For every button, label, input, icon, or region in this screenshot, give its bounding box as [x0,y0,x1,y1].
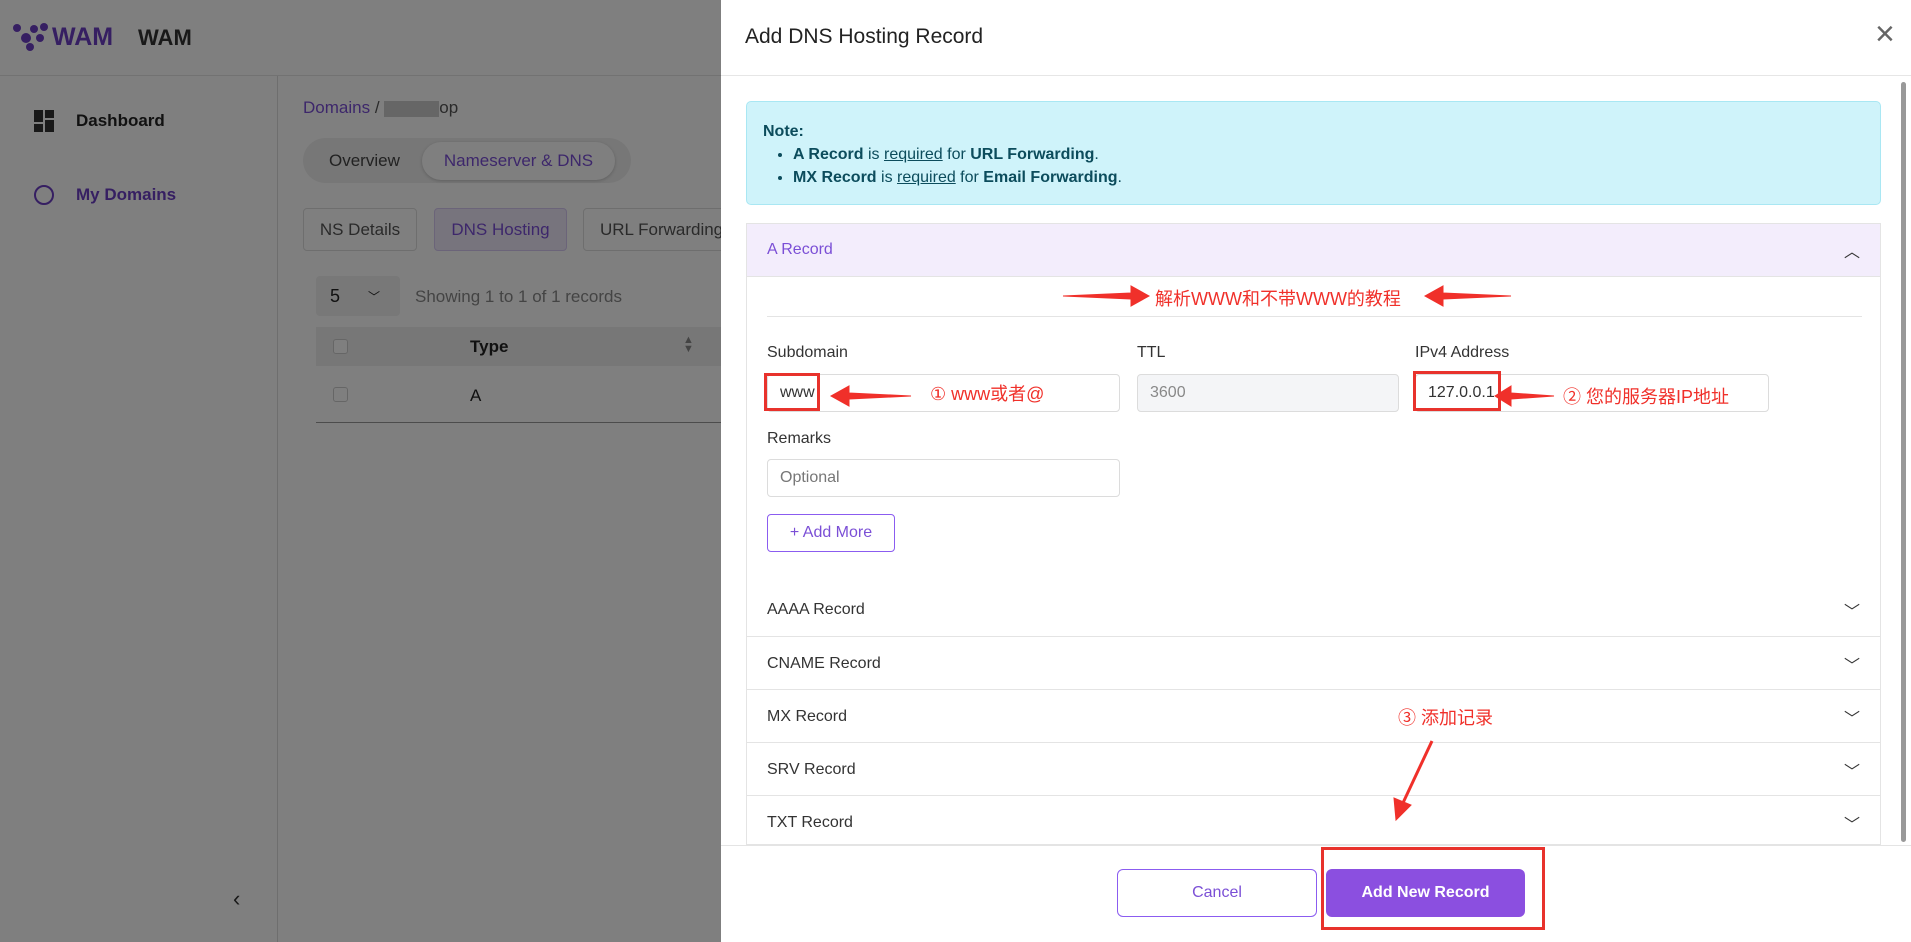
add-dns-record-modal: Add DNS Hosting Record × Note: A Record … [721,0,1911,942]
ipv4-input[interactable]: 127.0.0.1 [1415,374,1769,412]
ttl-label: TTL [1137,344,1166,361]
annotation-box-ipv4 [1413,371,1501,411]
subdomain-label: Subdomain [767,344,848,361]
modal-backdrop[interactable] [0,0,721,942]
section-title: MX Record [767,707,848,725]
section-title: CNAME Record [767,654,881,672]
ttl-input[interactable]: 3600 [1137,374,1399,412]
chevron-down-icon: ﹀ [1843,816,1860,834]
remarks-input[interactable]: Optional [767,459,1120,497]
a-record-section: A Record ︿ Subdomain TTL IPv4 Address www… [746,223,1881,584]
srv-record-section[interactable]: SRV Record ﹀ [746,742,1881,797]
note-title: Note: [763,123,804,140]
aaaa-record-section[interactable]: AAAA Record ﹀ [746,583,1881,637]
cancel-button[interactable]: Cancel [1117,869,1317,917]
ipv4-label: IPv4 Address [1415,344,1510,361]
ipv4-value: 127.0.0.1 [1428,384,1495,401]
close-icon[interactable]: × [1875,15,1895,53]
note-item: A Record is required for URL Forwarding. [793,143,1864,166]
modal-header [721,0,1911,76]
annotation-box-submit [1321,847,1545,930]
chevron-down-icon: ﹀ [1843,763,1860,781]
chevron-up-icon: ︿ [1843,244,1860,261]
annotation-step1: ① www或者@ [930,384,1045,404]
annotation-step3: ③ 添加记录 [1398,708,1494,728]
annotation-heading: 解析WWW和不带WWW的教程 [1155,289,1401,309]
note-item: MX Record is required for Email Forwardi… [793,166,1864,189]
arrow-right-icon [1062,285,1151,307]
arrow-left-icon [1494,385,1555,407]
arrow-down-icon [1400,740,1434,806]
add-more-button[interactable]: + Add More [767,514,895,552]
chevron-down-icon: ﹀ [1843,710,1860,728]
remarks-label: Remarks [767,430,832,447]
remarks-placeholder: Optional [780,469,840,486]
add-new-record-button[interactable]: Add New Record [1326,869,1525,917]
note-box: Note: A Record is required for URL Forwa… [746,101,1881,205]
section-title: AAAA Record [767,600,865,618]
arrow-left-icon [829,385,912,407]
annotation-step2: ② 您的服务器IP地址 [1563,387,1730,407]
scrollbar[interactable] [1901,82,1906,842]
section-title: TXT Record [767,813,853,831]
a-record-header[interactable]: A Record ︿ [747,224,1880,277]
arrow-left-icon [1423,285,1512,307]
modal-title: Add DNS Hosting Record [745,25,984,48]
subdomain-value: www [780,384,815,401]
cname-record-section[interactable]: CNAME Record ﹀ [746,636,1881,691]
subdomain-input[interactable]: www [767,374,1120,412]
chevron-down-icon: ﹀ [1843,657,1860,675]
ttl-value: 3600 [1150,384,1186,401]
section-title: SRV Record [767,760,856,778]
annotation-box-subdomain [764,373,820,411]
txt-record-section[interactable]: TXT Record ﹀ [746,795,1881,845]
divider [767,316,1862,317]
section-title: A Record [767,241,833,258]
chevron-down-icon: ﹀ [1843,603,1860,621]
annotation-arrows [829,285,1555,822]
